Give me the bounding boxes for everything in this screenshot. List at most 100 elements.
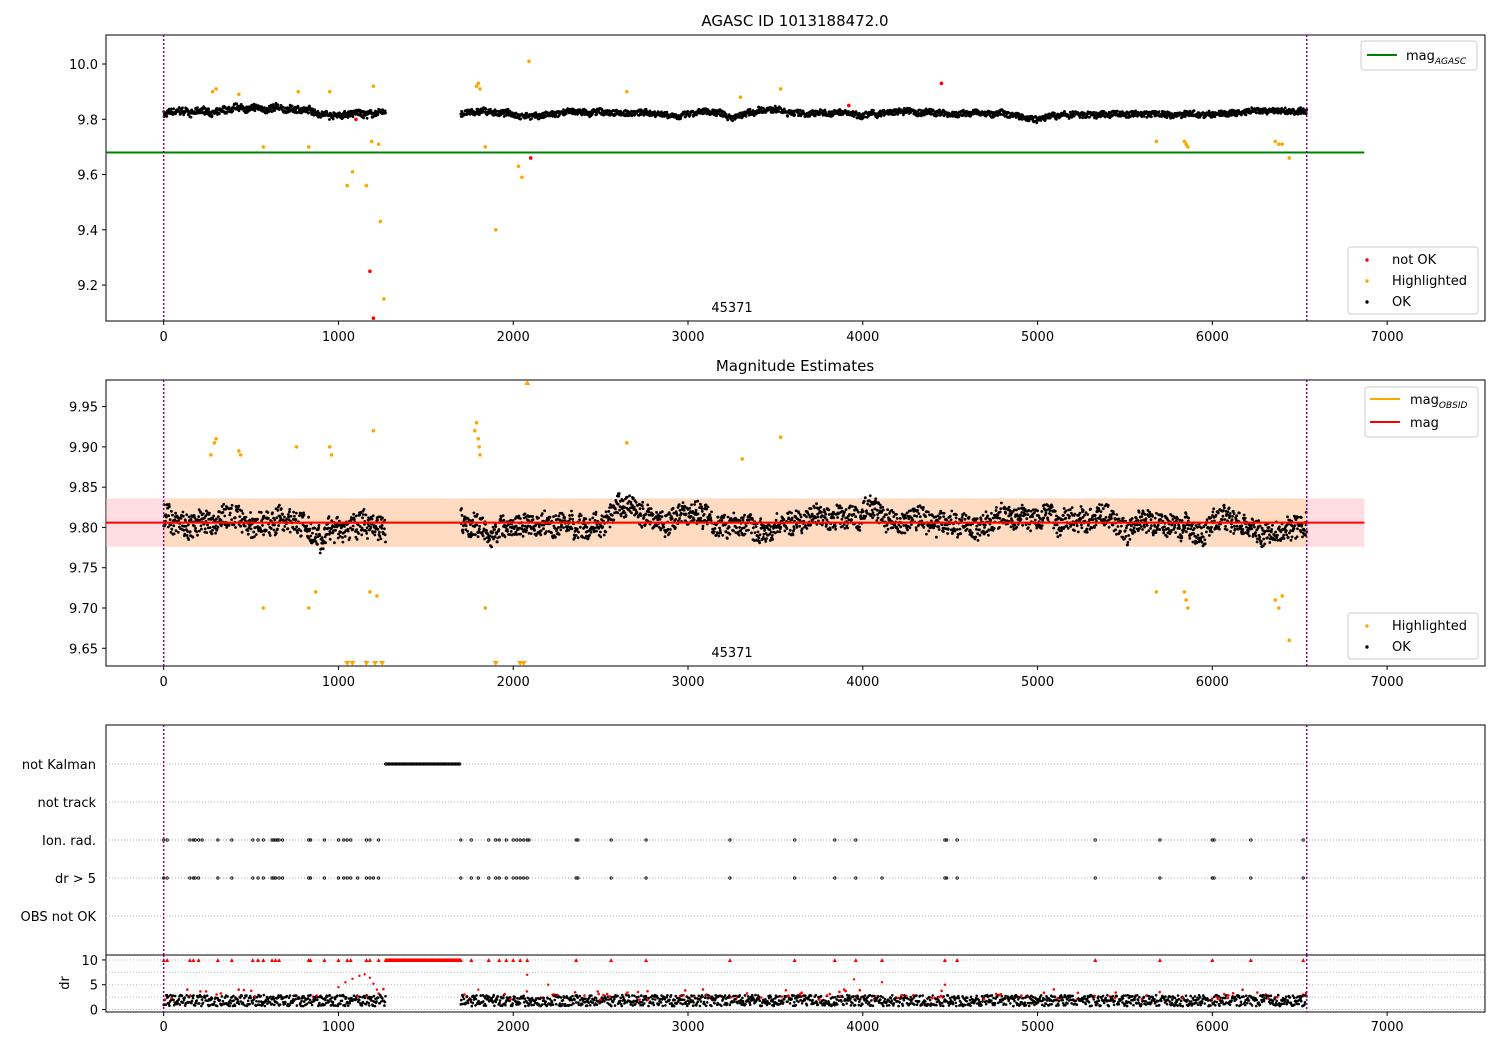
ok-point bbox=[933, 524, 937, 528]
ok-point bbox=[965, 527, 969, 531]
highlighted-point bbox=[478, 87, 482, 91]
ok-point bbox=[494, 525, 498, 528]
ok-point bbox=[732, 511, 736, 515]
legend-swatch-ok bbox=[1365, 300, 1369, 304]
ok-point bbox=[918, 515, 922, 519]
ok-point bbox=[307, 515, 310, 519]
ok-point bbox=[379, 537, 383, 541]
ok-point bbox=[1026, 115, 1029, 119]
ok-point bbox=[517, 514, 521, 518]
panel-agasc: AGASC ID 1013188472.0 0 1000 2000 3000 4000 5… bbox=[69, 12, 1486, 345]
ok-point bbox=[361, 516, 364, 520]
ok-point bbox=[743, 532, 747, 536]
ok-point bbox=[384, 540, 387, 544]
ok-point bbox=[571, 517, 575, 521]
ok-point bbox=[670, 517, 674, 520]
ok-point bbox=[616, 502, 620, 506]
ok-point bbox=[732, 529, 735, 533]
legend-points-agasc: not OK Highlighted OK bbox=[1347, 246, 1479, 315]
ok-point bbox=[328, 537, 332, 541]
ok-point bbox=[599, 535, 603, 539]
ok-point bbox=[495, 532, 498, 536]
ok-point bbox=[219, 518, 223, 522]
ok-point bbox=[809, 507, 813, 511]
ok-point bbox=[169, 523, 173, 527]
ok-point bbox=[176, 530, 180, 534]
ok-point bbox=[283, 525, 287, 528]
ok-point bbox=[708, 513, 712, 517]
ok-point bbox=[509, 530, 513, 533]
ok-point bbox=[327, 515, 331, 519]
ok-point bbox=[771, 538, 774, 541]
x-tick-label: 5000 bbox=[1021, 330, 1054, 345]
ok-point bbox=[584, 517, 588, 521]
ok-point bbox=[924, 515, 928, 518]
ok-point bbox=[651, 513, 655, 516]
ok-point bbox=[604, 530, 608, 534]
ok-point bbox=[288, 530, 292, 534]
x-tick-label: 7000 bbox=[1371, 330, 1404, 345]
ok-point bbox=[800, 531, 804, 535]
ok-point bbox=[836, 516, 839, 519]
ok-point bbox=[618, 508, 621, 512]
x-tick-label: 6000 bbox=[1196, 330, 1229, 345]
ok-point bbox=[779, 525, 783, 529]
ok-point bbox=[194, 527, 198, 530]
ok-point bbox=[778, 530, 782, 534]
y-tick-label: 9.2 bbox=[77, 279, 98, 294]
ok-point bbox=[985, 113, 989, 117]
ok-point bbox=[239, 524, 243, 528]
ok-point bbox=[752, 526, 755, 530]
ok-point bbox=[641, 500, 645, 504]
ok-point bbox=[954, 516, 958, 520]
ok-point bbox=[354, 514, 358, 518]
ok-point bbox=[768, 528, 772, 531]
highlighted-point bbox=[1276, 142, 1281, 146]
ok-point bbox=[843, 526, 847, 530]
ok-point bbox=[800, 527, 804, 531]
ok-point bbox=[240, 509, 244, 513]
ok-point bbox=[955, 528, 959, 531]
y-tick-label: 9.8 bbox=[77, 113, 98, 128]
ok-point bbox=[519, 532, 523, 536]
x-tick-label: 1000 bbox=[322, 330, 355, 345]
ok-point bbox=[777, 110, 781, 113]
ok-point bbox=[976, 532, 979, 535]
ok-point bbox=[1088, 115, 1091, 119]
ok-point bbox=[207, 108, 211, 111]
highlighted-point bbox=[1287, 156, 1292, 160]
ok-point bbox=[895, 513, 898, 516]
ok-point bbox=[293, 514, 296, 518]
ok-point bbox=[788, 528, 792, 532]
ok-point bbox=[1207, 109, 1211, 113]
ok-point bbox=[1009, 525, 1013, 529]
ok-point bbox=[862, 499, 866, 503]
ok-point bbox=[360, 533, 364, 537]
ok-point bbox=[246, 532, 250, 536]
ok-point bbox=[998, 525, 1001, 529]
highlighted-point bbox=[1280, 142, 1285, 146]
ok-point bbox=[663, 535, 667, 538]
ok-point bbox=[466, 530, 470, 533]
ok-point bbox=[460, 514, 464, 517]
ok-point bbox=[744, 114, 748, 118]
ok-point bbox=[1000, 501, 1003, 505]
ok-point bbox=[601, 525, 605, 529]
ok-point bbox=[299, 529, 303, 533]
ok-point bbox=[168, 505, 171, 509]
ok-point bbox=[715, 114, 718, 118]
ok-point bbox=[273, 109, 277, 112]
axes-frame-agasc bbox=[105, 34, 1486, 322]
ok-point bbox=[369, 525, 373, 529]
ok-point bbox=[301, 109, 305, 113]
ok-point bbox=[1283, 106, 1287, 110]
ok-point bbox=[899, 525, 903, 529]
ok-point bbox=[570, 509, 573, 513]
ok-point bbox=[1083, 112, 1087, 116]
not-ok-point bbox=[354, 117, 358, 122]
ok-point bbox=[210, 532, 214, 536]
ok-point bbox=[882, 508, 885, 512]
ok-point bbox=[828, 528, 832, 531]
ok-point bbox=[230, 507, 233, 510]
ok-point bbox=[537, 516, 540, 520]
